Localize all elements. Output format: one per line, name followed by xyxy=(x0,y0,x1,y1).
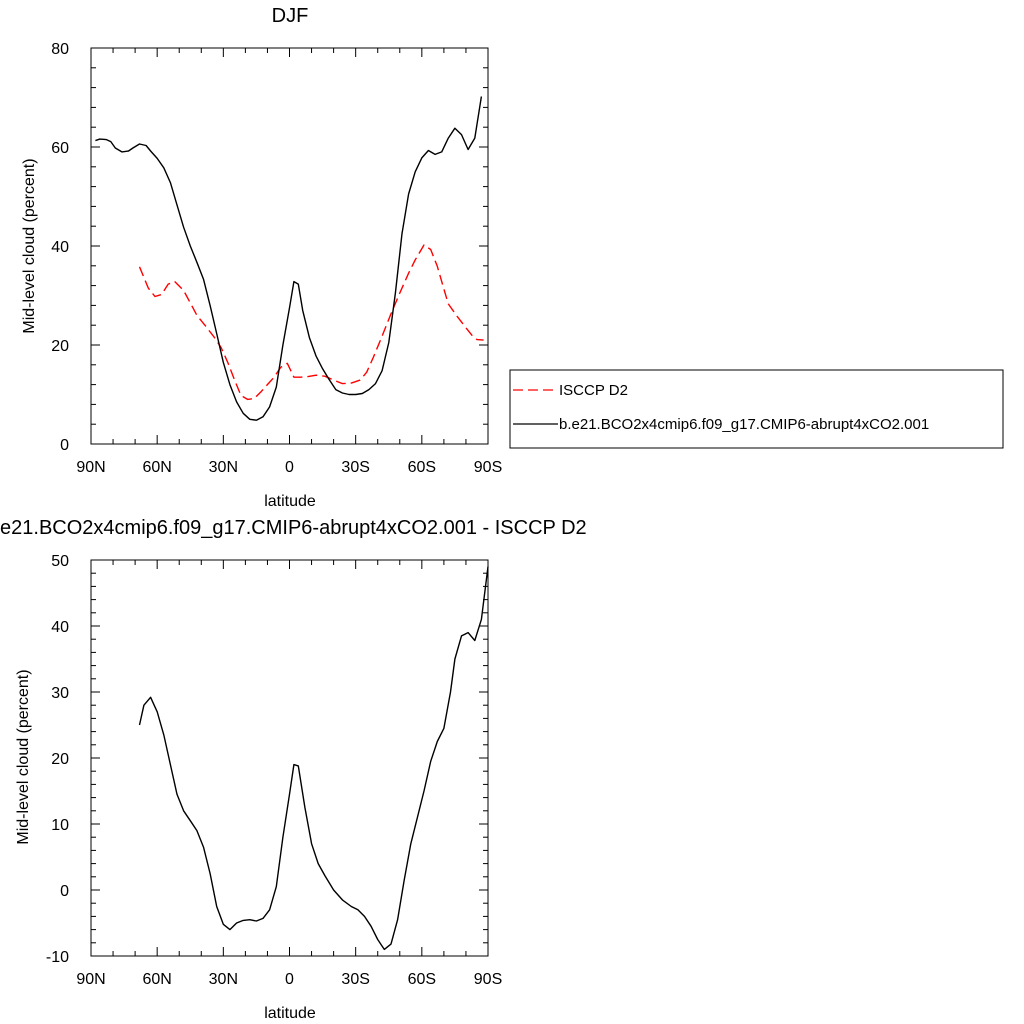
panel0-y-tick-label: 20 xyxy=(51,338,69,355)
bottom-plot-area: 90N 60N 30N 0 30S 60S 90S -10 0 10 20 30 40 50 xyxy=(46,553,502,988)
panel1-x-tick-label: 30N xyxy=(209,971,238,988)
panel1-y-tick-label: 50 xyxy=(51,553,69,570)
panel0-y-tick-label: 0 xyxy=(60,437,69,454)
panel0-series-line-0 xyxy=(138,244,484,401)
bottom-chart-title: b.e21.BCO2x4cmip6.f09_g17.CMIP6-abrupt4x… xyxy=(0,517,587,539)
panel0-x-tick-label: 60S xyxy=(408,459,436,476)
panel0-x-tick-label: 30S xyxy=(341,459,369,476)
panel1-x-tick-label: 30S xyxy=(341,971,369,988)
legend-box xyxy=(509,369,1004,449)
top-chart-title: DJF xyxy=(272,5,309,27)
panel1-x-tick-label: 60S xyxy=(408,971,436,988)
panel1-x-tick-label: 90S xyxy=(474,971,502,988)
bottom-y-axis-label: Mid-level cloud (percent) xyxy=(15,669,32,844)
panel1-y-tick-label: 10 xyxy=(51,817,69,834)
panel1-y-tick-label: 40 xyxy=(51,619,69,636)
legend: ISCCP D2 b.e21.BCO2x4cmip6.f09_g17.CMIP6… xyxy=(509,369,1004,449)
panel1-x-tick-label: 90N xyxy=(76,971,105,988)
top-panel: DJF 90N 60N 30N 0 30S 60S 90S 0 20 40 60 80 latitud… xyxy=(21,5,502,510)
panel0-y-tick-label: 80 xyxy=(51,41,69,58)
panel1-y-tick-label: -10 xyxy=(46,949,69,966)
panel1-y-tick-label: 20 xyxy=(51,751,69,768)
panel0-y-tick-label: 60 xyxy=(51,140,69,157)
legend-label-isccp: ISCCP D2 xyxy=(559,382,628,399)
panel1-x-tick-label: 0 xyxy=(285,971,294,988)
top-x-axis-label: latitude xyxy=(264,493,316,510)
top-plot-area: 90N 60N 30N 0 30S 60S 90S 0 20 40 60 80 xyxy=(51,41,502,476)
panel0-x-tick-label: 30N xyxy=(209,459,238,476)
panel1-series-line-0 xyxy=(138,566,489,951)
panel0-frame xyxy=(90,47,489,445)
top-y-axis-label: Mid-level cloud (percent) xyxy=(21,158,38,333)
bottom-panel: b.e21.BCO2x4cmip6.f09_g17.CMIP6-abrupt4x… xyxy=(0,517,587,1022)
bottom-x-axis-label: latitude xyxy=(264,1005,316,1022)
legend-label-model: b.e21.BCO2x4cmip6.f09_g17.CMIP6-abrupt4x… xyxy=(559,416,929,433)
panel0-series-line-1 xyxy=(95,96,483,421)
panel1-y-tick-label: 30 xyxy=(51,685,69,702)
panel0-x-tick-label: 90N xyxy=(76,459,105,476)
panel1-x-tick-label: 60N xyxy=(142,971,171,988)
panel0-x-tick-label: 90S xyxy=(474,459,502,476)
panel1-frame xyxy=(90,559,489,957)
panel1-y-tick-label: 0 xyxy=(60,883,69,900)
panel0-x-tick-label: 0 xyxy=(285,459,294,476)
panel0-x-tick-label: 60N xyxy=(142,459,171,476)
panel0-y-tick-label: 40 xyxy=(51,239,69,256)
